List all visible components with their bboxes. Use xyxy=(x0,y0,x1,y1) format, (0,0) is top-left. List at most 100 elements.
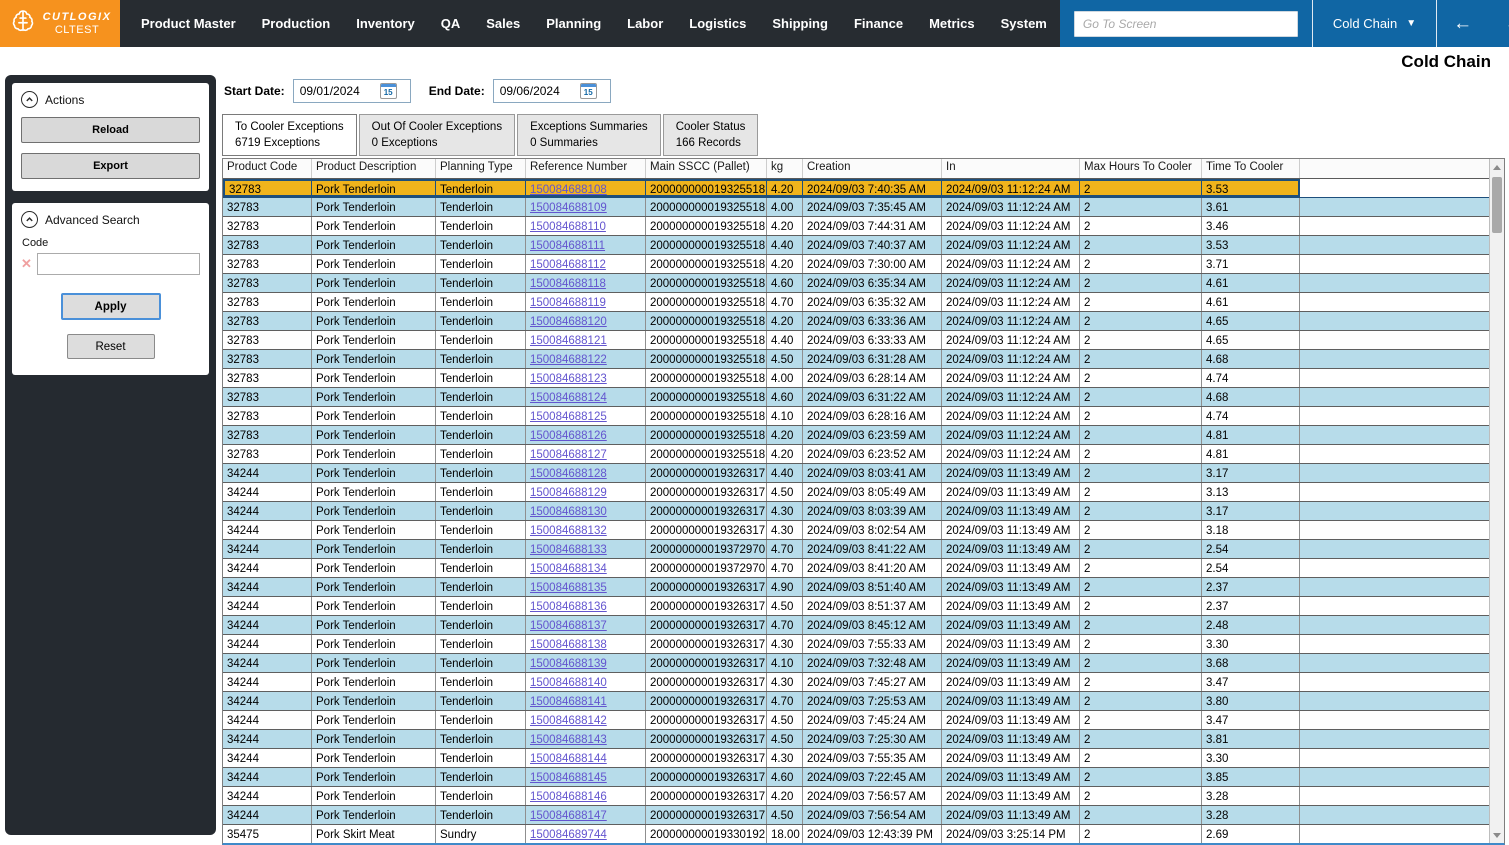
table-row[interactable]: 32783Pork TenderloinTenderloin1500846881… xyxy=(223,445,1489,464)
reference-number-link[interactable]: 150084688136 xyxy=(530,601,607,613)
forward-arrow-icon[interactable]: → xyxy=(1488,0,1509,47)
column-header-time-to-cooler[interactable]: Time To Cooler xyxy=(1202,159,1300,178)
table-row[interactable]: 34244Pork TenderloinTenderloin1500846881… xyxy=(223,578,1489,597)
app-logo[interactable]: CUTLOGIX CLTEST xyxy=(0,0,120,47)
reference-number-link[interactable]: 150084688137 xyxy=(530,620,607,632)
table-row[interactable]: 32783Pork TenderloinTenderloin1500846881… xyxy=(223,179,1489,198)
reference-number-link[interactable]: 150084688111 xyxy=(530,240,605,252)
end-date-input[interactable] xyxy=(500,84,580,98)
nav-item-logistics[interactable]: Logistics xyxy=(676,0,759,47)
reference-number-link[interactable]: 150084689744 xyxy=(530,829,607,841)
reference-number-link[interactable]: 150084688118 xyxy=(530,278,606,290)
table-row[interactable]: 32783Pork TenderloinTenderloin1500846881… xyxy=(223,426,1489,445)
calendar-icon[interactable]: 15 xyxy=(380,83,397,99)
reference-number-link[interactable]: 150084688110 xyxy=(530,221,606,233)
column-header-max-hours-to-cooler[interactable]: Max Hours To Cooler xyxy=(1080,159,1202,178)
table-row[interactable]: 34244Pork TenderloinTenderloin1500846881… xyxy=(223,597,1489,616)
table-row[interactable]: 34244Pork TenderloinTenderloin1500846881… xyxy=(223,711,1489,730)
nav-item-shipping[interactable]: Shipping xyxy=(759,0,841,47)
reference-number-link[interactable]: 150084688141 xyxy=(530,696,607,708)
table-row[interactable]: 34244Pork TenderloinTenderloin1500846881… xyxy=(223,654,1489,673)
table-row[interactable]: 34244Pork TenderloinTenderloin1500846881… xyxy=(223,483,1489,502)
table-row[interactable]: 32783Pork TenderloinTenderloin1500846881… xyxy=(223,312,1489,331)
reference-number-link[interactable]: 150084688146 xyxy=(530,791,607,803)
reference-number-link[interactable]: 150084688143 xyxy=(530,734,607,746)
table-row[interactable]: 32783Pork TenderloinTenderloin1500846881… xyxy=(223,350,1489,369)
table-row[interactable]: 34244Pork TenderloinTenderloin1500846881… xyxy=(223,464,1489,483)
scrollbar-thumb[interactable] xyxy=(1492,177,1502,233)
reference-number-link[interactable]: 150084688126 xyxy=(530,430,607,442)
reference-number-link[interactable]: 150084688144 xyxy=(530,753,607,765)
nav-item-inventory[interactable]: Inventory xyxy=(343,0,428,47)
nav-item-product-master[interactable]: Product Master xyxy=(128,0,249,47)
table-row[interactable]: 34244Pork TenderloinTenderloin1500846881… xyxy=(223,787,1489,806)
clear-code-icon[interactable]: ✕ xyxy=(21,256,33,272)
table-row[interactable]: 32783Pork TenderloinTenderloin1500846881… xyxy=(223,255,1489,274)
reference-number-link[interactable]: 150084688138 xyxy=(530,639,607,651)
table-row[interactable]: 34244Pork TenderloinTenderloin1500846881… xyxy=(223,521,1489,540)
code-input[interactable] xyxy=(37,253,200,275)
go-to-screen-input[interactable] xyxy=(1074,11,1298,37)
reference-number-link[interactable]: 150084688145 xyxy=(530,772,607,784)
column-header-creation[interactable]: Creation xyxy=(803,159,942,178)
reference-number-link[interactable]: 150084688112 xyxy=(530,259,606,271)
tab-out-of-cooler-exceptions[interactable]: Out Of Cooler Exceptions0 Exceptions xyxy=(359,114,515,156)
reference-number-link[interactable]: 150084688133 xyxy=(530,544,607,556)
collapse-chevron-icon[interactable] xyxy=(21,211,38,228)
reference-number-link[interactable]: 150084688119 xyxy=(530,297,606,309)
column-header-main-sscc-pallet[interactable]: Main SSCC (Pallet) xyxy=(646,159,767,178)
start-date-input[interactable] xyxy=(300,84,380,98)
table-row[interactable]: 34244Pork TenderloinTenderloin1500846881… xyxy=(223,559,1489,578)
table-row[interactable]: 34244Pork TenderloinTenderloin1500846881… xyxy=(223,673,1489,692)
advanced-search-header[interactable]: Advanced Search xyxy=(21,211,200,228)
nav-item-qa[interactable]: QA xyxy=(428,0,474,47)
reference-number-link[interactable]: 150084688127 xyxy=(530,449,607,461)
reference-number-link[interactable]: 150084688123 xyxy=(530,373,607,385)
export-button[interactable]: Export xyxy=(21,153,200,179)
reference-number-link[interactable]: 150084688108 xyxy=(530,184,607,196)
nav-item-finance[interactable]: Finance xyxy=(841,0,916,47)
table-row[interactable]: 34244Pork TenderloinTenderloin1500846881… xyxy=(223,806,1489,825)
table-row[interactable]: 34244Pork TenderloinTenderloin1500846881… xyxy=(223,502,1489,521)
actions-panel-header[interactable]: Actions xyxy=(21,91,200,108)
scroll-up-icon[interactable] xyxy=(1490,159,1504,175)
calendar-icon[interactable]: 15 xyxy=(580,83,597,99)
column-header-in[interactable]: In xyxy=(942,159,1080,178)
column-header-product-description[interactable]: Product Description xyxy=(312,159,436,178)
reference-number-link[interactable]: 150084688125 xyxy=(530,411,607,423)
table-row[interactable]: 35475Pork Skirt MeatSundry15008468974420… xyxy=(223,825,1489,843)
nav-item-planning[interactable]: Planning xyxy=(533,0,614,47)
nav-item-sales[interactable]: Sales xyxy=(473,0,533,47)
reference-number-link[interactable]: 150084688122 xyxy=(530,354,607,366)
reference-number-link[interactable]: 150084688121 xyxy=(530,335,607,347)
table-row[interactable]: 34244Pork TenderloinTenderloin1500846881… xyxy=(223,692,1489,711)
table-row[interactable]: 32783Pork TenderloinTenderloin1500846881… xyxy=(223,274,1489,293)
table-row[interactable]: 32783Pork TenderloinTenderloin1500846881… xyxy=(223,407,1489,426)
table-row[interactable]: 32783Pork TenderloinTenderloin1500846881… xyxy=(223,331,1489,350)
tab-exceptions-summaries[interactable]: Exceptions Summaries0 Summaries xyxy=(517,114,661,156)
collapse-chevron-icon[interactable] xyxy=(21,91,38,108)
reference-number-link[interactable]: 150084688134 xyxy=(530,563,607,575)
table-row[interactable]: 34244Pork TenderloinTenderloin1500846881… xyxy=(223,749,1489,768)
apply-button[interactable]: Apply xyxy=(61,293,161,320)
column-header-planning-type[interactable]: Planning Type xyxy=(436,159,526,178)
table-row[interactable]: 34244Pork TenderloinTenderloin1500846881… xyxy=(223,730,1489,749)
reference-number-link[interactable]: 150084688109 xyxy=(530,202,607,214)
table-row[interactable]: 32783Pork TenderloinTenderloin1500846881… xyxy=(223,293,1489,312)
table-row[interactable]: 32783Pork TenderloinTenderloin1500846881… xyxy=(223,388,1489,407)
scroll-down-icon[interactable] xyxy=(1490,827,1504,843)
nav-item-labor[interactable]: Labor xyxy=(614,0,676,47)
reload-button[interactable]: Reload xyxy=(21,117,200,143)
table-row[interactable]: 34244Pork TenderloinTenderloin1500846881… xyxy=(223,768,1489,787)
nav-item-system[interactable]: System xyxy=(988,0,1060,47)
reference-number-link[interactable]: 150084688139 xyxy=(530,658,607,670)
reference-number-link[interactable]: 150084688132 xyxy=(530,525,607,537)
table-row[interactable]: 32783Pork TenderloinTenderloin1500846881… xyxy=(223,198,1489,217)
nav-item-metrics[interactable]: Metrics xyxy=(916,0,988,47)
reference-number-link[interactable]: 150084688135 xyxy=(530,582,607,594)
reference-number-link[interactable]: 150084688147 xyxy=(530,810,607,822)
table-row[interactable]: 32783Pork TenderloinTenderloin1500846881… xyxy=(223,217,1489,236)
reference-number-link[interactable]: 150084688120 xyxy=(530,316,607,328)
table-row[interactable]: 32783Pork TenderloinTenderloin1500846881… xyxy=(223,369,1489,388)
reference-number-link[interactable]: 150084688142 xyxy=(530,715,607,727)
